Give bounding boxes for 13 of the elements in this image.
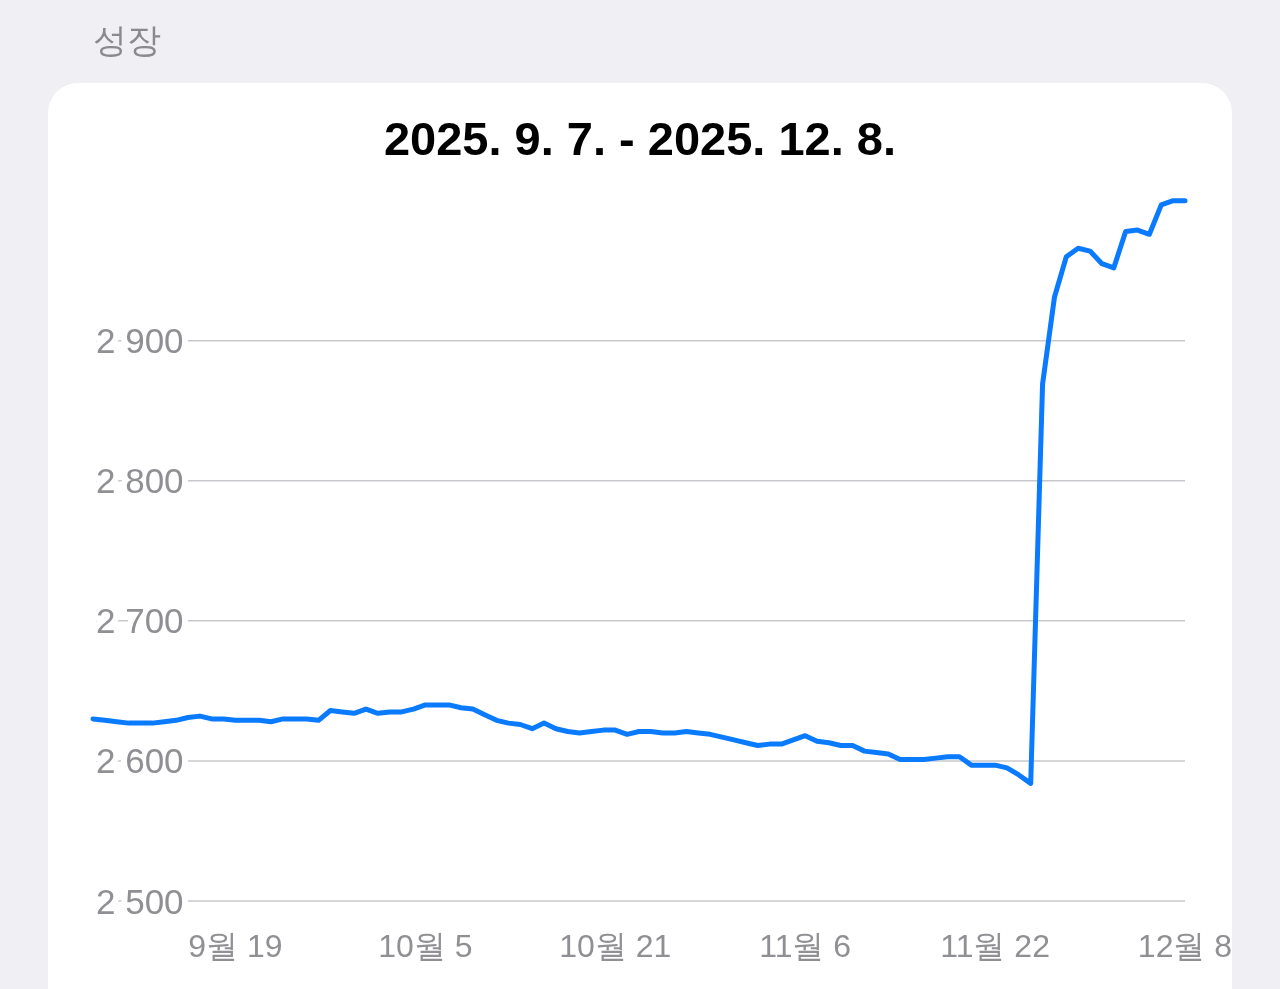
y-tick-label: 2 900: [96, 321, 184, 361]
text: 2025. 9. 7. - 2025. 12. 8.: [383, 112, 897, 165]
x-tick-label: 10월 21: [559, 928, 672, 964]
x-tick-label: 10월 5: [378, 928, 473, 964]
y-tick-label: 2 600: [96, 741, 184, 781]
y-tick-label: 2 700: [96, 601, 184, 641]
x-tick-label: 11월 6: [759, 928, 852, 964]
x-tick-label: 12월 8: [1137, 928, 1233, 964]
y-tick-label: 2 800: [96, 461, 184, 501]
x-tick-label: 9월 19: [188, 928, 283, 964]
chart-title: 성장: [93, 21, 161, 59]
x-tick-label: 11월 22: [940, 928, 1050, 964]
y-tick-label: 2 500: [96, 881, 184, 921]
